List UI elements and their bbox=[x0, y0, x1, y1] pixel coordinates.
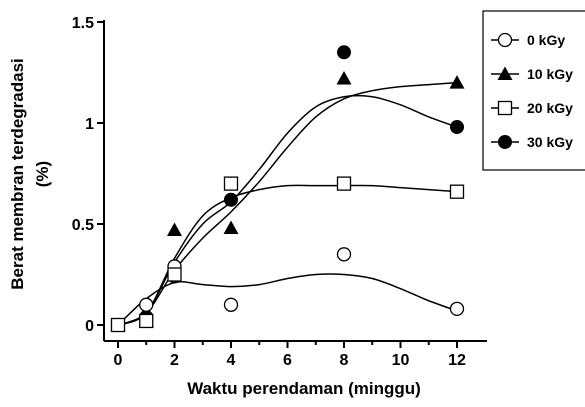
data-point-open-square bbox=[110, 317, 126, 333]
x-tick-label: 2 bbox=[170, 352, 179, 369]
data-point-filled-triangle bbox=[223, 220, 239, 235]
x-tick-label: 8 bbox=[340, 352, 349, 369]
legend-marker bbox=[497, 100, 513, 116]
y-tick-label: 0.5 bbox=[72, 217, 94, 234]
x-axis-title: Waktu perendaman (minggu) bbox=[187, 379, 421, 398]
fit-curve-2 bbox=[117, 184, 458, 326]
legend-marker bbox=[497, 66, 513, 80]
y-axis-title-unit: (%) bbox=[33, 161, 52, 187]
y-ticks: 0 0.5 1 1.5 bbox=[72, 15, 104, 335]
legend-marker bbox=[498, 135, 512, 149]
x-tick-label: 4 bbox=[227, 352, 236, 369]
legend: 0 kGy 10 kGy 20 kGy 30 kGy bbox=[482, 10, 585, 171]
x-tick-label: 10 bbox=[392, 352, 410, 369]
fit-curves bbox=[117, 81, 458, 326]
y-tick-label: 1 bbox=[85, 116, 94, 133]
data-point-filled-triangle bbox=[449, 75, 465, 89]
y-axis-title: Berat membran terdegradasi bbox=[8, 58, 27, 289]
data-point-open-square bbox=[336, 176, 352, 191]
x-tick-label: 0 bbox=[114, 352, 123, 369]
data-point-filled-triangle bbox=[167, 222, 182, 237]
x-tick-label: 6 bbox=[283, 352, 292, 369]
fit-curve-1 bbox=[117, 81, 458, 326]
y-tick-label: 0 bbox=[85, 318, 94, 335]
data-point-open-circle bbox=[139, 297, 154, 312]
data-point-open-square bbox=[223, 176, 239, 191]
data-point-filled-circle bbox=[450, 120, 464, 135]
data-point-open-square bbox=[167, 267, 182, 282]
data-point-open-circle bbox=[223, 297, 239, 312]
x-tick-label: 12 bbox=[448, 352, 466, 369]
data-markers bbox=[110, 45, 465, 333]
axes bbox=[103, 20, 487, 342]
data-point-open-circle bbox=[336, 247, 352, 262]
legend-marker bbox=[497, 32, 513, 48]
data-point-open-square bbox=[139, 313, 154, 329]
legend-label: 30 kGy bbox=[527, 134, 573, 150]
data-point-open-circle bbox=[449, 301, 465, 316]
x-ticks: 0 2 4 6 8 10 12 bbox=[114, 341, 466, 369]
data-point-filled-circle bbox=[224, 192, 238, 207]
legend-label: 0 kGy bbox=[527, 32, 565, 48]
data-point-open-square bbox=[449, 184, 465, 199]
legend-label: 20 kGy bbox=[527, 100, 573, 116]
legend-label: 10 kGy bbox=[527, 66, 573, 82]
data-point-filled-circle bbox=[337, 45, 351, 60]
data-point-filled-triangle bbox=[336, 71, 352, 85]
y-tick-label: 1.5 bbox=[72, 15, 94, 32]
